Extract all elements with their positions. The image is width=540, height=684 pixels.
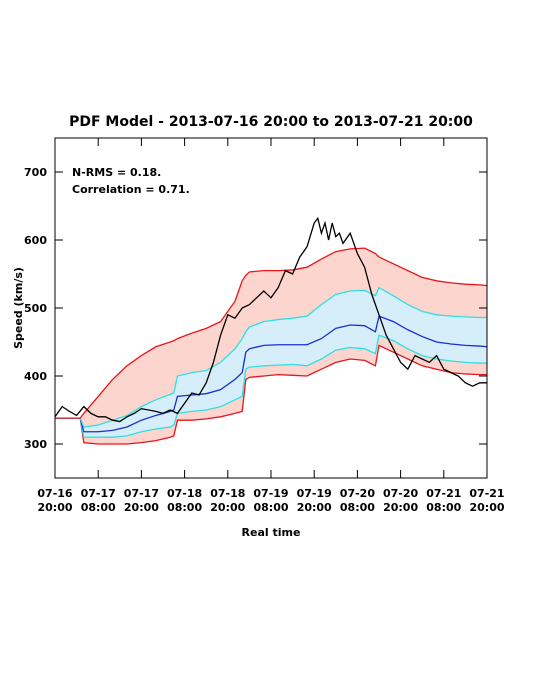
x-tick-label: 07-20 08:00 xyxy=(340,487,376,514)
x-tick-label: 07-16 20:00 xyxy=(37,487,73,514)
annotation: N-RMS = 0.18. xyxy=(72,166,161,179)
y-tick-label: 400 xyxy=(24,370,47,383)
annotation: Correlation = 0.71. xyxy=(72,183,190,196)
y-tick-label: 500 xyxy=(24,302,47,315)
x-axis-label: Real time xyxy=(242,526,301,539)
y-tick-label: 600 xyxy=(24,234,47,247)
chart-title: PDF Model - 2013-07-16 20:00 to 2013-07-… xyxy=(69,114,473,130)
x-tick-label: 07-19 08:00 xyxy=(253,487,288,514)
x-tick-label: 07-21 20:00 xyxy=(469,487,504,514)
band-fill xyxy=(55,287,487,438)
y-tick-label: 700 xyxy=(24,166,47,179)
x-tick-label: 07-21 08:00 xyxy=(426,487,461,514)
x-tick-label: 07-19 20:00 xyxy=(297,487,332,514)
series-line xyxy=(55,286,487,428)
series-line xyxy=(55,344,487,445)
series-line xyxy=(54,216,487,423)
x-tick-label: 07-18 20:00 xyxy=(210,487,245,514)
x-tick-label: 07-17 20:00 xyxy=(124,487,159,514)
series-line xyxy=(55,315,488,433)
series-line xyxy=(55,247,488,419)
y-axis-label: Speed (km/s) xyxy=(12,267,25,349)
x-tick-label: 07-20 20:00 xyxy=(383,487,419,514)
series-line xyxy=(55,334,487,438)
y-tick-label: 300 xyxy=(24,438,47,451)
x-tick-label: 07-18 08:00 xyxy=(167,487,202,514)
x-tick-label: 07-17 08:00 xyxy=(81,487,116,514)
